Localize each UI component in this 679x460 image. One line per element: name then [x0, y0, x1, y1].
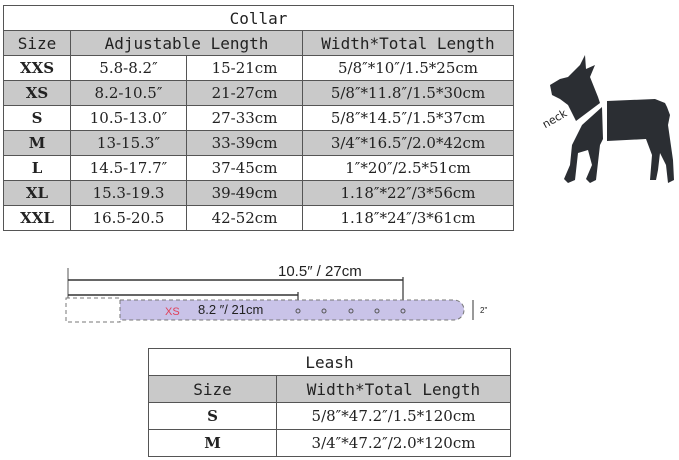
- collar-diagram: 10.5″ / 27cm XS 8.2 ″/ 21cm 2": [65, 263, 487, 323]
- hole: [321, 308, 327, 314]
- size-cell: XL: [3, 180, 71, 206]
- size-cell: S: [3, 105, 71, 131]
- table-row: M 13-15.3″ 33-39cm 3/4″*16.5″/2.0*42cm: [3, 130, 514, 156]
- table-row: XXS 5.8-8.2″ 15-21cm 5/8″*10″/1.5*25cm: [3, 55, 514, 81]
- width-total-cell: 5/8″*47.2″/1.5*120cm: [276, 402, 511, 430]
- leash-size-table: Leash Size Width*Total Length S 5/8″*47.2…: [148, 348, 511, 457]
- inch-cell: 15.3-19.3: [70, 180, 187, 206]
- size-cell: XXS: [3, 55, 71, 81]
- size-label: XS: [165, 306, 180, 318]
- size-cell: XXL: [3, 205, 71, 231]
- inch-cell: 8.2-10.5″: [70, 80, 187, 106]
- cm-cell: 33-39cm: [186, 130, 303, 156]
- width-total-cell: 1″*20″/2.5*51cm: [302, 155, 514, 181]
- header-size: Size: [3, 30, 71, 56]
- table-row: XXL 16.5-20.5 42-52cm 1.18″*24″/3*61cm: [3, 205, 514, 231]
- width-total-cell: 1.18″*22″/3*56cm: [302, 180, 514, 206]
- leash-title: Leash: [148, 348, 511, 376]
- cm-cell: 21-27cm: [186, 80, 303, 106]
- min-length-label: 8.2 ″/ 21cm: [198, 302, 263, 317]
- cm-cell: 37-45cm: [186, 155, 303, 181]
- cm-cell: 39-49cm: [186, 180, 303, 206]
- size-cell: M: [3, 130, 71, 156]
- neck-label: neck: [540, 106, 570, 131]
- size-cell: L: [3, 155, 71, 181]
- header-adjustable-length: Adjustable Length: [70, 30, 303, 56]
- inch-cell: 13-15.3″: [70, 130, 187, 156]
- size-cell: M: [148, 429, 277, 457]
- adjustment-holes: [295, 308, 406, 314]
- table-row: M 3/4″*47.2″/2.0*120cm: [148, 429, 511, 457]
- inch-cell: 5.8-8.2″: [70, 55, 187, 81]
- buckle: [65, 297, 121, 323]
- header-width-total-length: Width*Total Length: [302, 30, 514, 56]
- collar-size-table: Collar Size Adjustable Length Width*Tota…: [3, 5, 514, 231]
- table-row: XS 8.2-10.5″ 21-27cm 5/8″*11.8″/1.5*30cm: [3, 80, 514, 106]
- table-row: L 14.5-17.7″ 37-45cm 1″*20″/2.5*51cm: [3, 155, 514, 181]
- table-row: S 5/8″*47.2″/1.5*120cm: [148, 402, 511, 430]
- collar-title: Collar: [3, 5, 514, 31]
- inch-cell: 10.5-13.0″: [70, 105, 187, 131]
- table-row: XL 15.3-19.3 39-49cm 1.18″*22″/3*56cm: [3, 180, 514, 206]
- max-length-label: 10.5″ / 27cm: [278, 263, 362, 280]
- width-total-cell: 5/8″*11.8″/1.5*30cm: [302, 80, 514, 106]
- cm-cell: 15-21cm: [186, 55, 303, 81]
- header-size: Size: [148, 375, 277, 403]
- inch-cell: 14.5-17.7″: [70, 155, 187, 181]
- width-label: 2": [480, 306, 487, 315]
- size-cell: XS: [3, 80, 71, 106]
- width-total-cell: 3/4″*16.5″/2.0*42cm: [302, 130, 514, 156]
- cm-cell: 42-52cm: [186, 205, 303, 231]
- dog-body: [550, 55, 674, 183]
- header-width-total-length: Width*Total Length: [276, 375, 511, 403]
- cm-cell: 27-33cm: [186, 105, 303, 131]
- width-total-cell: 1.18″*24″/3*61cm: [302, 205, 514, 231]
- width-total-cell: 5/8″*14.5″/1.5*37cm: [302, 105, 514, 131]
- size-cell: S: [148, 402, 277, 430]
- dog-silhouette-illustration: neck: [540, 55, 674, 183]
- hole: [400, 308, 406, 314]
- hole: [374, 308, 380, 314]
- width-total-cell: 3/4″*47.2″/2.0*120cm: [276, 429, 511, 457]
- hole: [348, 308, 354, 314]
- inch-cell: 16.5-20.5: [70, 205, 187, 231]
- table-row: S 10.5-13.0″ 27-33cm 5/8″*14.5″/1.5*37cm: [3, 105, 514, 131]
- hole: [295, 308, 301, 314]
- width-total-cell: 5/8″*10″/1.5*25cm: [302, 55, 514, 81]
